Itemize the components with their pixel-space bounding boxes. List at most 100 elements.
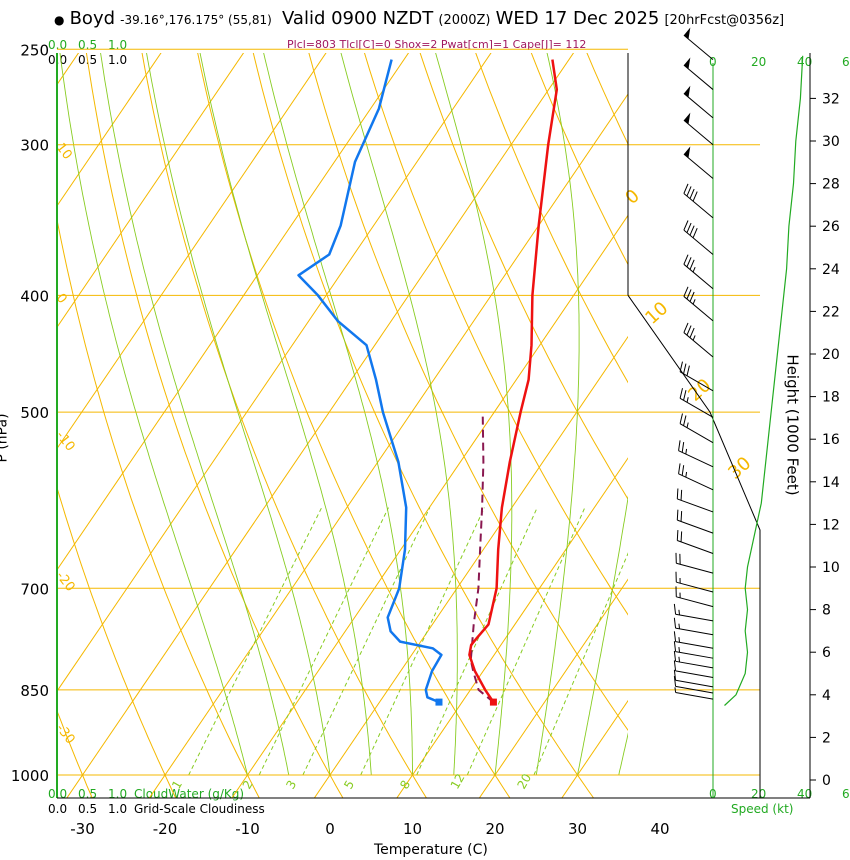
wind-barb-flag xyxy=(676,488,679,499)
wind-barb xyxy=(679,388,714,418)
surface-dewpoint-marker xyxy=(435,698,443,706)
wind-barb xyxy=(673,631,714,649)
wind-barb-shaft xyxy=(677,498,714,513)
moist-adiabat-line xyxy=(199,53,372,776)
wind-barb-flag xyxy=(686,186,692,197)
wind-barb xyxy=(683,57,714,90)
wind-barb-flag xyxy=(683,390,687,401)
wind-barb-flag xyxy=(686,289,692,300)
wind-barb-shaft xyxy=(683,296,714,322)
mixing-ratio-line xyxy=(258,507,389,776)
wind-barb-pennant xyxy=(683,146,691,158)
temperature-tick-label: -30 xyxy=(70,820,95,838)
wind-barb xyxy=(683,220,714,255)
moist-adiabat-line xyxy=(59,53,248,776)
wind-barb-shaft xyxy=(683,93,714,119)
wind-barb-flag xyxy=(689,291,695,302)
cloudiness-bottom-tick-2: 1.0 xyxy=(108,802,128,816)
wind-barb-half-flag xyxy=(678,656,681,663)
dry-adiabat-label: 0 xyxy=(621,185,644,208)
height-tick-label: 4 xyxy=(822,688,831,704)
wind-barb xyxy=(673,669,714,688)
wind-barb-flag xyxy=(673,660,677,671)
dry-adiabat-line xyxy=(57,709,93,798)
cloudiness-top-tick-2: 1.0 xyxy=(108,53,128,67)
wind-barb-shaft xyxy=(679,423,714,444)
wind-barb-pennant xyxy=(683,85,691,98)
wind-barb-flag xyxy=(686,365,690,376)
isotherm-line xyxy=(57,53,162,207)
dry-adiabat-line xyxy=(141,53,428,798)
dry-adiabat-line xyxy=(252,53,595,798)
wind-barb xyxy=(679,361,714,392)
height-tick-label: 16 xyxy=(822,432,840,448)
wind-barb-flag xyxy=(680,489,683,501)
wind-barb-shaft xyxy=(678,450,714,468)
dewpoint-profile xyxy=(297,59,443,704)
wind-barb-shaft xyxy=(675,670,714,678)
wind-barb-shaft xyxy=(676,562,714,574)
wind-barb-shaft xyxy=(675,685,714,694)
wind-barb-flag xyxy=(673,675,677,687)
moist-adiabat-line xyxy=(340,53,458,776)
wind-barb-flag xyxy=(676,530,679,541)
speed-top-tick-1: 20 xyxy=(751,55,767,69)
cloudwater-top-tick-0: 0.0 xyxy=(48,38,68,52)
wind-barb xyxy=(673,641,714,659)
wind-barb-shaft xyxy=(675,627,714,636)
isotherm-line xyxy=(57,53,80,86)
mixing-ratio-line xyxy=(360,507,485,776)
speed-top-tick-0: 0 xyxy=(709,55,717,69)
mixing-ratio-label: 3 xyxy=(283,778,299,792)
mixing-ratio-label: 5 xyxy=(341,778,357,792)
wind-barb-flag xyxy=(678,463,681,474)
wind-barb-pennant xyxy=(683,57,691,69)
isotherm-line xyxy=(478,578,628,798)
mixing-ratio-line xyxy=(416,507,538,776)
mixing-ratio-line xyxy=(188,507,323,776)
wind-barb xyxy=(676,509,714,534)
temperature-tick-label: 20 xyxy=(485,820,504,838)
wind-barb-flag xyxy=(673,603,677,615)
wind-barb xyxy=(675,586,714,608)
wind-barb-flag xyxy=(692,191,698,202)
wind-barb-half-flag xyxy=(686,397,689,403)
height-tick-label: 12 xyxy=(822,517,840,533)
wind-barb-shaft xyxy=(675,691,714,700)
wind-barb-shaft xyxy=(683,64,714,90)
height-tick-label: 30 xyxy=(822,134,840,150)
wind-barb-shaft xyxy=(676,581,714,593)
wind-barb-shaft xyxy=(675,679,714,688)
height-tick-label: 0 xyxy=(822,773,831,789)
wind-barb-shaft xyxy=(675,613,714,622)
height-tick-label: 26 xyxy=(822,219,840,235)
wind-barb-flag xyxy=(673,650,677,662)
height-tick-label: 20 xyxy=(822,347,840,363)
isotherm-line xyxy=(57,53,327,450)
height-tick-label: 32 xyxy=(822,91,840,107)
mixing-ratio-label: 2 xyxy=(240,778,256,792)
wind-barb-flag xyxy=(686,257,692,268)
dry-adiabat-line xyxy=(308,53,628,732)
valid-label: Valid 0900 NZDT xyxy=(282,8,434,29)
mixing-ratio-label: 20 xyxy=(514,771,534,791)
speed-top-tick-3: 6 xyxy=(842,55,850,69)
dry-adiabat-line xyxy=(592,0,850,801)
wind-barb-flag xyxy=(683,220,689,231)
height-tick-label: 22 xyxy=(822,304,840,320)
dry-adiabat-line xyxy=(197,53,511,798)
wind-barb xyxy=(676,530,714,554)
wind-barb-flag xyxy=(683,363,687,374)
wind-barb-shaft xyxy=(683,119,714,146)
moist-adiabat-line xyxy=(577,495,628,776)
height-tick-label: 24 xyxy=(822,262,840,278)
dry-adiabat-label: 20 xyxy=(684,375,715,406)
wind-barb-flag xyxy=(673,617,677,629)
height-tick-label: 10 xyxy=(822,560,840,576)
temperature-tick-label: -20 xyxy=(153,820,178,838)
cloudiness-bottom-tick-0: 0.0 xyxy=(48,802,68,816)
wind-barb-flag xyxy=(686,325,692,336)
wind-barb-shaft xyxy=(677,540,714,554)
isotherm-line xyxy=(396,457,628,798)
plot-area xyxy=(57,0,850,801)
